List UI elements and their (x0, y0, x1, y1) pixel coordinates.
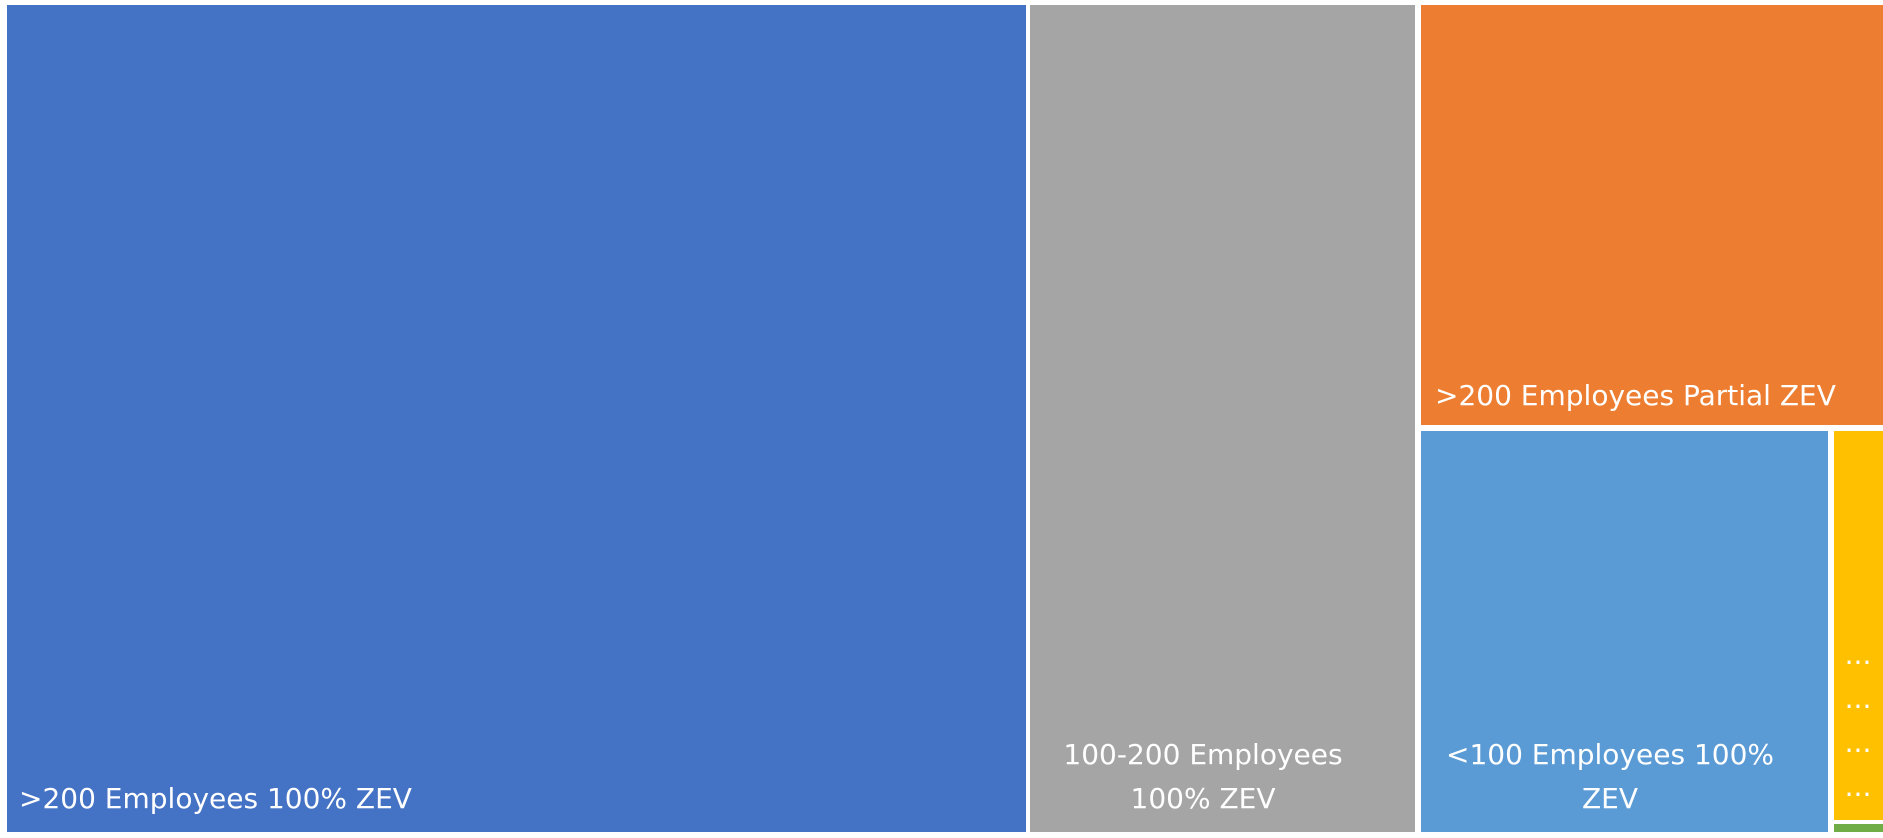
treemap-tile-label-4: <100 Employees 100% ZEV (1446, 738, 1774, 815)
treemap-tile-label-line: ... (1845, 770, 1872, 803)
treemap-tile-label-line: ... (1845, 638, 1872, 671)
treemap-tile-label-line: 100% ZEV (1131, 782, 1276, 815)
treemap-tile-label-line: >200 Employees 100% ZEV (19, 782, 412, 815)
treemap-tile-label-line: >200 Employees Partial ZEV (1435, 379, 1836, 412)
treemap-tile-label-line: ... (1845, 682, 1872, 715)
treemap-tile-4 (1421, 431, 1828, 832)
treemap-tile-label-line: ZEV (1582, 782, 1638, 815)
treemap-tile-6 (1834, 824, 1883, 832)
treemap-tile-label-3: >200 Employees Partial ZEV (1435, 379, 1836, 412)
treemap-tile-2 (1030, 5, 1415, 832)
treemap-tile-3 (1421, 5, 1883, 425)
treemap-tile-5 (1834, 431, 1883, 820)
treemap-tile-label-line: ... (1845, 726, 1872, 759)
treemap-tile-1 (7, 5, 1026, 832)
treemap-tile-label-line: 100-200 Employees (1063, 738, 1342, 771)
treemap-tile-label-1: >200 Employees 100% ZEV (19, 782, 412, 815)
treemap-tile-label-2: 100-200 Employees 100% ZEV (1063, 738, 1342, 815)
treemap-tile-label-line: <100 Employees 100% (1446, 738, 1774, 771)
treemap-tile-label-5: ............ (1845, 638, 1872, 803)
